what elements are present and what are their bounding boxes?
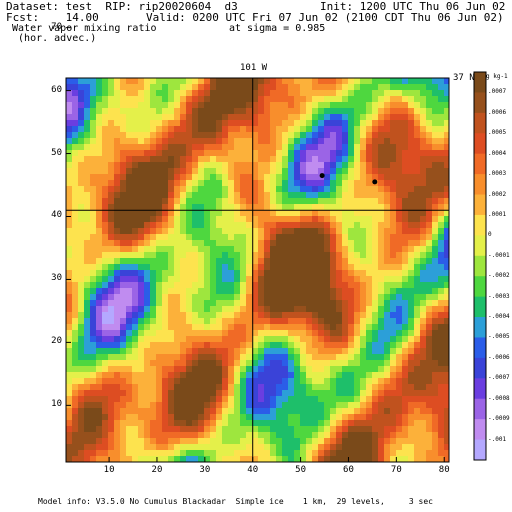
colorbar-swatch [474,276,486,298]
colorbar-swatch [474,337,486,359]
marker-1 [319,173,325,179]
colorbar-swatch [474,255,486,277]
y-tick-label: 10 [51,399,62,410]
x-axis-ticks [108,457,445,462]
colorbar-label: 0 [488,231,492,239]
colorbar-label: -.001 [488,435,507,443]
colorbar-label: .0003 [488,170,507,178]
colorbar-swatch [474,398,486,420]
header-forecast: Fcst: 14.00 [6,11,99,24]
colorbar-label: .0007 [488,88,507,96]
colorbar-label: .0001 [488,210,507,218]
meridian-label: 101 W [240,63,268,73]
colorbar-label: -.0003 [488,292,510,300]
colorbar-label: -.0008 [488,394,510,402]
x-tick-label: 20 [151,465,163,475]
y-tick-label: 60 [51,84,62,95]
colorbar-swatch [474,214,486,236]
y-tick-label: 70 [51,21,62,32]
mixing-ratio-field [66,78,450,463]
map-frame [65,77,450,463]
colorbar-label: .0005 [488,129,507,137]
colorbar-label: .0004 [488,149,507,157]
x-tick-label: 70 [390,465,402,475]
colorbar-frame [473,71,487,461]
colorbar-swatch [474,194,486,216]
colorbar-swatch [474,112,486,134]
colorbar-label: -.0006 [488,353,510,361]
x-tick-label: 30 [199,465,211,475]
colorbar-swatch [474,357,486,379]
colorbar-label: -.0007 [488,374,510,382]
colorbar [473,71,487,461]
colorbar-label: -.0005 [488,333,510,341]
x-tick-label: 60 [343,465,354,475]
x-tick-label: 80 [438,465,450,475]
colorbar-swatch [474,296,486,318]
colorbar-label: -.0002 [488,272,510,280]
header-level: at sigma = 0.985 [229,23,326,34]
x-tick-label: 50 [295,465,306,475]
marker-2 [372,179,378,185]
header-field: Water vapor mixing ratio [6,23,157,34]
colorbar-swatch [474,317,486,338]
header-valid: Valid: 0200 UTC Fri 07 Jun 02 (2100 CDT … [146,11,504,24]
colorbar-swatch [474,439,486,461]
y-tick-label: 50 [51,147,62,158]
x-tick-label: 40 [247,465,259,475]
colorbar-label: -.0001 [488,251,510,259]
header-dataset: Dataset: test RIP: rip20020604 d3 [6,0,238,13]
colorbar-unit-label: g kg-1 [486,73,508,80]
colorbar-label: -.0009 [488,415,510,423]
y-tick-label: 30 [51,273,62,284]
colorbar-swatch [474,153,486,175]
colorbar-swatch [474,235,486,257]
colorbar-swatch [474,92,486,114]
footer-model-info: Model info: V3.5.0 No Cumulus Blackadar … [38,497,433,506]
colorbar-swatch [474,133,486,155]
colorbar-swatch [474,378,486,400]
y-tick-label: 20 [51,336,62,347]
y-tick-label: 40 [51,210,62,221]
colorbar-label: .0002 [488,190,507,198]
x-tick-label: 10 [103,465,115,475]
parallel-label: 37 N [453,73,475,83]
header-init: Init: 1200 UTC Thu 06 Jun 02 [320,0,506,13]
colorbar-label: .0006 [488,108,507,116]
station-markers [319,173,378,185]
y-axis-ticks [66,27,71,406]
colorbar-swatch [474,72,486,93]
colorbar-label: -.0004 [488,313,510,321]
colorbar-swatch [474,174,486,196]
header-subtitle: (hor. advec.) [6,33,97,44]
colorbar-swatch [474,419,486,441]
